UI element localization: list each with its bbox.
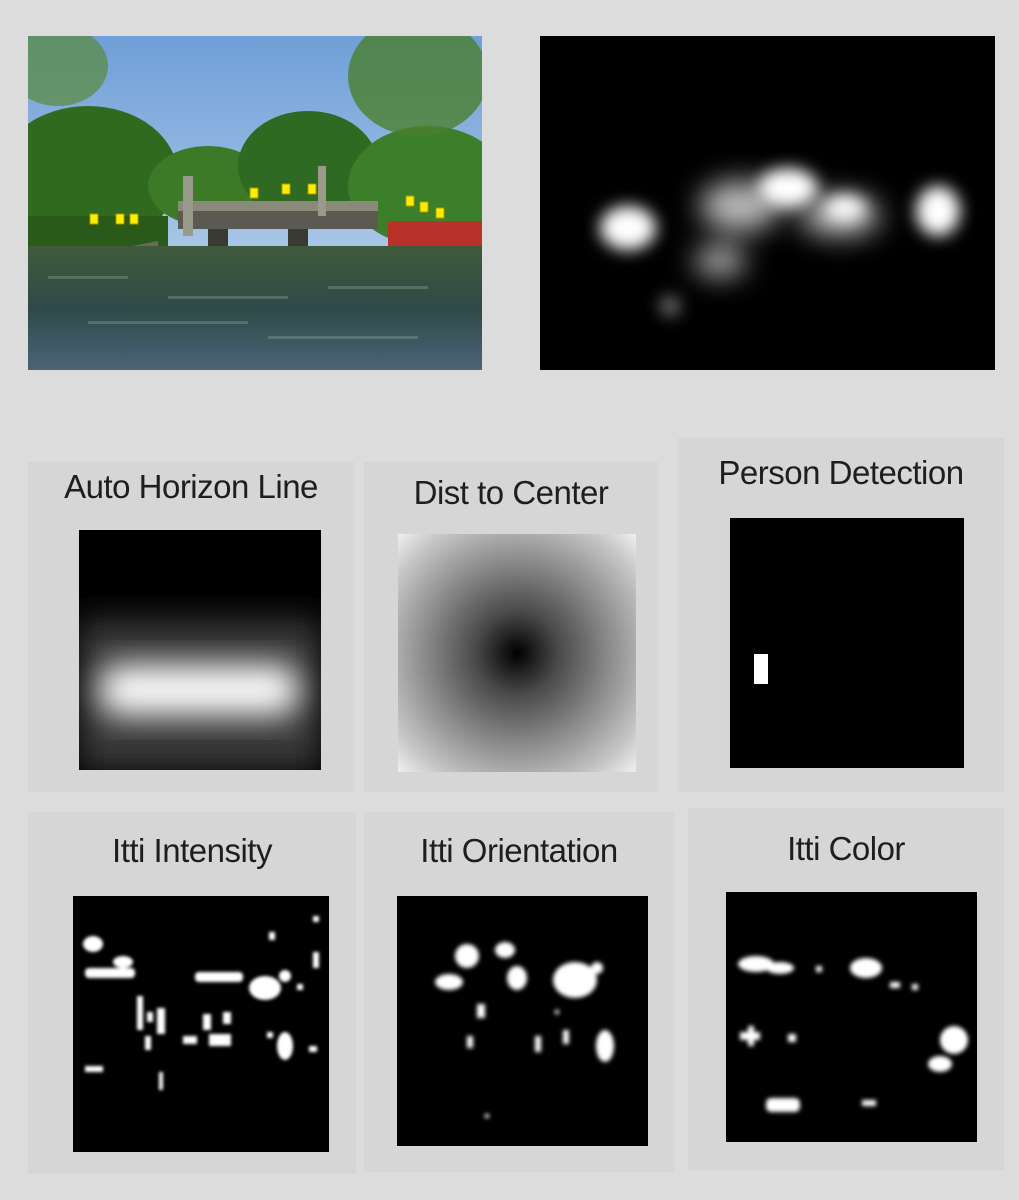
feature-title: Auto Horizon Line (64, 468, 318, 505)
feature-title: Itti Intensity (112, 832, 272, 869)
feature-panel-dist-center: Dist to Center (364, 462, 658, 792)
itti-orientation-map (397, 896, 648, 1146)
photo-scene (28, 36, 482, 370)
feature-panel-person-detection: Person Detection (678, 438, 1004, 792)
source-photo (28, 36, 482, 370)
auto-horizon-map (79, 530, 321, 770)
fixation-markers (89, 183, 445, 225)
feature-panel-itti-orientation: Itti Orientation (364, 812, 674, 1172)
feature-title: Itti Color (787, 830, 905, 867)
feature-title: Dist to Center (413, 474, 609, 511)
person-detection-map (730, 518, 964, 768)
dist-center-map (398, 534, 636, 772)
itti-color-map (726, 892, 977, 1142)
feature-title: Itti Orientation (420, 832, 618, 869)
feature-panel-auto-horizon: Auto Horizon Line (28, 462, 354, 792)
person-box (754, 654, 768, 684)
saliency-map (540, 36, 995, 370)
feature-panel-itti-intensity: Itti Intensity (28, 812, 356, 1174)
feature-panel-itti-color: Itti Color (688, 808, 1004, 1170)
itti-intensity-map (73, 896, 329, 1152)
feature-title: Person Detection (718, 454, 964, 491)
